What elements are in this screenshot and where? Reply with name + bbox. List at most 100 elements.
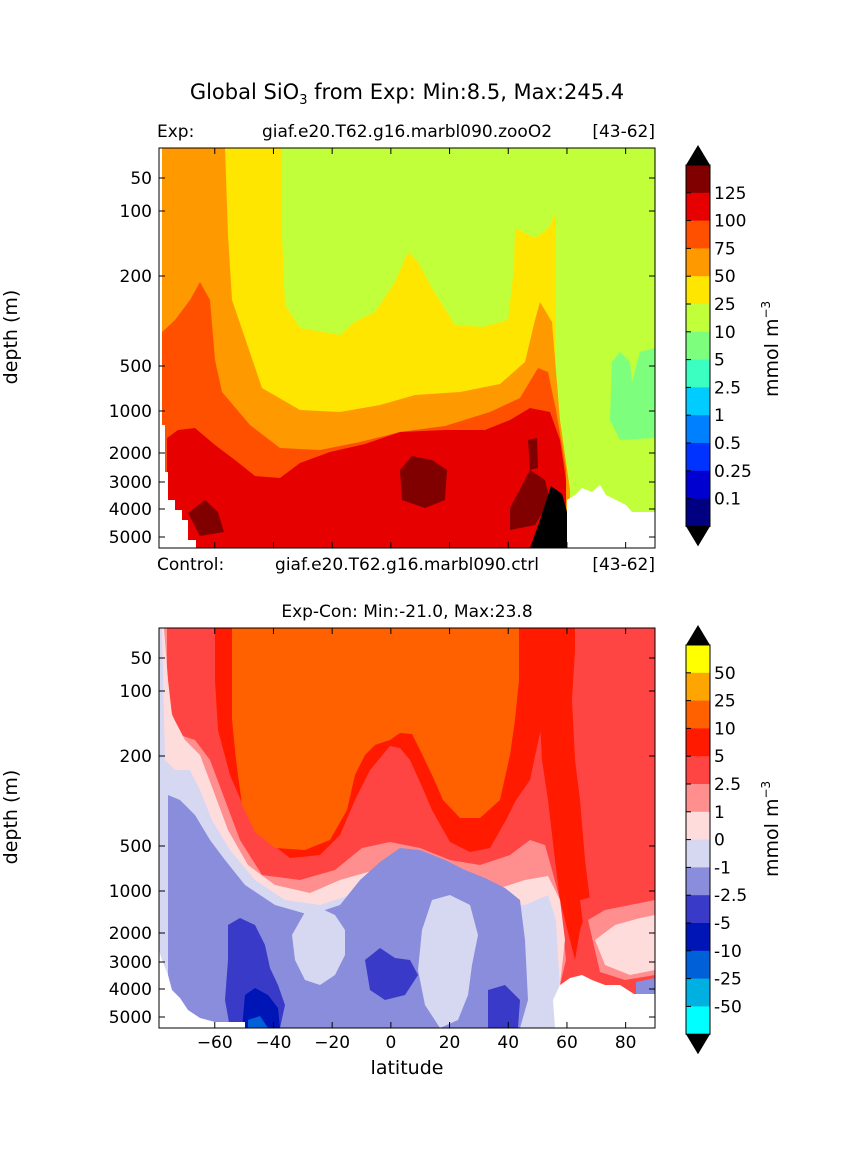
top-cbar-swatch — [686, 359, 710, 388]
top-cbar-swatch — [686, 331, 710, 361]
top-cbar-swatch — [686, 443, 710, 472]
bottom-cbar-label: -25 — [714, 970, 742, 990]
top-cbar-swatch — [686, 192, 710, 222]
bot-band-neg5-neg2.5-b — [365, 948, 418, 1000]
bot-band-neg25-neg10 — [248, 1016, 268, 1028]
bottom-cbar-swatch — [686, 895, 710, 924]
top-cbar-max-arrow — [686, 145, 710, 165]
top-band-max — [530, 486, 567, 548]
top-cbar-swatch — [686, 165, 710, 194]
top-cbar-label: 0.1 — [714, 490, 741, 510]
top-contour-field — [159, 148, 655, 548]
bottom-control-case: giaf.e20.T62.g16.marbl090.ctrl — [275, 555, 539, 575]
bottom-cbar-label: -10 — [714, 942, 742, 962]
top-cbar-swatch — [686, 498, 710, 527]
bot-band-10-25 — [232, 628, 519, 850]
bottom-ytick-label: 500 — [120, 837, 152, 857]
bottom-xtick-label: −60 — [197, 1033, 233, 1053]
top-cbar-swatch — [686, 276, 710, 305]
bottom-ytick-label: 200 — [120, 747, 152, 767]
bottom-contour-field — [159, 628, 655, 1028]
top-cbar-min-arrow — [686, 526, 710, 547]
top-band-100-125 — [167, 408, 566, 548]
bottom-xtick-label: 40 — [497, 1033, 519, 1053]
bottom-cbar-swatch — [686, 811, 710, 841]
top-years: [43-62] — [592, 122, 655, 142]
bottom-cbar-label: 0 — [714, 831, 725, 851]
bottom-ylabel: depth (m) — [0, 770, 22, 865]
top-band-125plus-d — [528, 438, 538, 470]
bottom-xtick-label: 20 — [439, 1033, 461, 1053]
top-cbar-swatch — [686, 304, 710, 333]
top-band-5-10 — [610, 348, 655, 440]
bot-band-neg10-neg5 — [242, 988, 280, 1028]
bottom-yaxis: 50 100 200 500 1000 2000 3000 4000 5000 — [109, 649, 655, 1028]
bottom-cbar-label: -2.5 — [714, 886, 747, 906]
bot-band-north-neg — [636, 978, 655, 994]
top-cbar-label: 125 — [714, 184, 746, 204]
top-cbar-swatch — [686, 220, 710, 249]
top-cbar-frame — [685, 164, 711, 527]
bottom-cbar-label: -1 — [714, 858, 731, 878]
top-cbar-swatch — [686, 248, 710, 277]
top-ytick-label: 2000 — [109, 444, 152, 464]
top-cbar-label: 50 — [714, 267, 736, 287]
bottom-control-years: [43-62] — [592, 555, 655, 575]
top-ytick-label: 5000 — [109, 528, 152, 548]
top-land-south — [159, 148, 196, 548]
bottom-cbar-label: mmol m−3 — [759, 781, 783, 877]
bottom-title: Exp-Con: Min:-21.0, Max:23.8 — [281, 602, 532, 622]
bottom-cbar-swatch — [686, 672, 710, 702]
bottom-cbar-swatch — [686, 756, 710, 785]
bot-band-neg5-neg2.5-c — [488, 985, 520, 1028]
bottom-cbar-label: -50 — [714, 997, 742, 1017]
top-cbar-label: 5 — [714, 351, 725, 371]
bot-band-neg1-0-c — [418, 895, 478, 1028]
top-cbar-swatch — [686, 470, 710, 500]
bottom-xtick-label: 60 — [556, 1033, 578, 1053]
bottom-xlabel: latitude — [371, 1057, 444, 1079]
bottom-cbar-min-arrow — [686, 1034, 710, 1055]
top-yaxis: 50 100 200 500 1000 2000 3000 4000 5000 — [109, 148, 655, 548]
bottom-ytick-label: 1000 — [109, 882, 152, 902]
bottom-xtick-label: −20 — [314, 1033, 350, 1053]
bottom-cbar-swatch — [686, 923, 710, 952]
bottom-cbar-label: 1 — [714, 803, 725, 823]
top-cbar-label: 0.25 — [714, 462, 752, 482]
bottom-xaxis: −60 −40 −20 0 20 40 60 80 — [197, 628, 636, 1053]
bottom-cbar-swatch — [686, 784, 710, 813]
top-ytick-label: 200 — [120, 267, 152, 287]
top-band-25-50 — [159, 148, 556, 440]
top-band-125plus-c — [510, 470, 550, 530]
bot-band-neg1-0-b — [292, 908, 345, 985]
bottom-ytick-label: 50 — [130, 649, 152, 669]
top-ytick-label: 4000 — [109, 500, 152, 520]
bottom-control-label: Control: — [157, 555, 224, 575]
bottom-ytick-label: 2000 — [109, 924, 152, 944]
bot-land-north — [553, 975, 655, 1028]
top-cbar-label: 25 — [714, 295, 736, 315]
top-cbar-label: 1 — [714, 406, 725, 426]
bottom-cbar-label: 2.5 — [714, 775, 741, 795]
top-cbar-swatch — [686, 387, 710, 416]
top-ylabel: depth (m) — [0, 290, 22, 385]
top-cbar-swatch — [686, 415, 710, 444]
bottom-cbar-swatch — [686, 700, 710, 729]
bottom-cbar-swatch — [686, 950, 710, 980]
bottom-cbar-max-arrow — [686, 625, 710, 645]
bottom-cbar-label: 50 — [714, 664, 736, 684]
top-cbar-label: 75 — [714, 239, 736, 259]
top-cbar-label: 2.5 — [714, 378, 741, 398]
bottom-ytick-label: 4000 — [109, 980, 152, 1000]
bottom-cbar-swatch — [686, 839, 710, 868]
top-land-north — [567, 485, 655, 548]
bottom-xtick-label: 0 — [385, 1033, 396, 1053]
bottom-cbar-label: 5 — [714, 747, 725, 767]
bottom-cbar-label: 25 — [714, 692, 736, 712]
top-case-name: giaf.e20.T62.g16.marbl090.zooO2 — [262, 122, 552, 142]
bottom-cbar-label: 10 — [714, 719, 736, 739]
bot-land-south — [159, 628, 245, 1028]
bottom-cbar-label: -5 — [714, 914, 731, 934]
